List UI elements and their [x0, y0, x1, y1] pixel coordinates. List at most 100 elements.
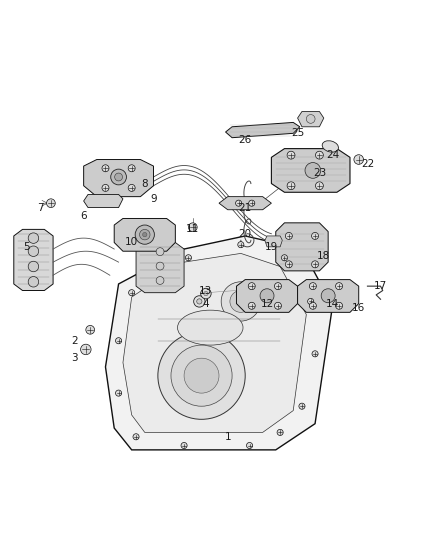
Polygon shape: [226, 123, 300, 138]
Polygon shape: [14, 229, 53, 290]
Polygon shape: [84, 195, 123, 207]
Ellipse shape: [322, 141, 339, 152]
Circle shape: [28, 261, 39, 272]
Circle shape: [115, 173, 123, 181]
Circle shape: [102, 184, 109, 191]
Circle shape: [116, 338, 122, 344]
Text: 18: 18: [317, 251, 330, 261]
Circle shape: [28, 277, 39, 287]
Circle shape: [287, 182, 295, 190]
Circle shape: [336, 302, 343, 309]
Text: 8: 8: [141, 179, 148, 189]
Polygon shape: [237, 280, 297, 312]
Circle shape: [248, 302, 255, 309]
Circle shape: [299, 403, 305, 409]
Circle shape: [315, 182, 323, 190]
Text: 7: 7: [37, 203, 43, 213]
Polygon shape: [136, 243, 184, 293]
Circle shape: [171, 345, 232, 406]
Polygon shape: [106, 236, 332, 450]
Circle shape: [46, 199, 55, 207]
Circle shape: [286, 261, 292, 268]
Circle shape: [282, 255, 288, 261]
Text: 4: 4: [203, 298, 209, 309]
Text: 6: 6: [80, 211, 87, 221]
Circle shape: [86, 326, 95, 334]
Text: 21: 21: [239, 203, 252, 213]
Circle shape: [287, 151, 295, 159]
Circle shape: [133, 434, 139, 440]
Circle shape: [204, 292, 208, 296]
Circle shape: [247, 442, 253, 449]
Text: 5: 5: [24, 242, 30, 252]
Text: 2: 2: [71, 336, 78, 346]
Text: 26: 26: [239, 135, 252, 145]
Circle shape: [129, 289, 135, 296]
Text: 17: 17: [374, 281, 387, 291]
Circle shape: [306, 115, 315, 123]
Text: 19: 19: [265, 242, 278, 252]
Text: 24: 24: [326, 150, 339, 160]
Circle shape: [116, 390, 122, 396]
Circle shape: [81, 344, 91, 354]
Circle shape: [260, 289, 274, 303]
Polygon shape: [84, 159, 153, 197]
Circle shape: [336, 282, 343, 289]
Text: 10: 10: [125, 238, 138, 247]
Circle shape: [286, 232, 292, 239]
Circle shape: [354, 155, 364, 164]
Circle shape: [185, 255, 191, 261]
Circle shape: [102, 165, 109, 172]
Polygon shape: [123, 253, 306, 432]
Circle shape: [248, 282, 255, 289]
Circle shape: [315, 151, 323, 159]
Text: 13: 13: [199, 286, 212, 295]
Text: 9: 9: [150, 194, 157, 204]
Text: 25: 25: [291, 128, 304, 139]
Circle shape: [230, 290, 252, 312]
Circle shape: [135, 225, 154, 244]
Polygon shape: [297, 111, 324, 127]
Text: 1: 1: [224, 432, 231, 442]
Circle shape: [221, 282, 261, 321]
Text: 11: 11: [186, 224, 199, 235]
Circle shape: [236, 200, 242, 206]
Circle shape: [311, 261, 318, 268]
Circle shape: [311, 232, 318, 239]
Circle shape: [111, 169, 127, 185]
Text: 20: 20: [239, 229, 252, 239]
Circle shape: [188, 223, 197, 231]
Polygon shape: [114, 219, 175, 251]
Circle shape: [143, 232, 147, 237]
Circle shape: [309, 302, 316, 309]
Circle shape: [28, 246, 39, 256]
Circle shape: [28, 233, 39, 244]
Circle shape: [201, 288, 211, 299]
Circle shape: [128, 165, 135, 172]
Circle shape: [277, 430, 283, 435]
Text: 22: 22: [361, 159, 374, 169]
Circle shape: [275, 302, 282, 309]
Circle shape: [140, 229, 150, 240]
Text: 16: 16: [352, 303, 365, 313]
Text: 3: 3: [71, 353, 78, 363]
Circle shape: [275, 282, 282, 289]
Polygon shape: [265, 236, 283, 247]
Circle shape: [156, 248, 164, 256]
Circle shape: [197, 299, 202, 304]
Circle shape: [307, 298, 314, 304]
Polygon shape: [219, 197, 272, 210]
Ellipse shape: [177, 310, 243, 345]
Polygon shape: [272, 149, 350, 192]
Text: 12: 12: [261, 298, 274, 309]
Circle shape: [128, 184, 135, 191]
Circle shape: [309, 282, 316, 289]
Circle shape: [156, 262, 164, 270]
Circle shape: [238, 241, 244, 248]
Circle shape: [305, 163, 321, 179]
Circle shape: [158, 332, 245, 419]
Circle shape: [312, 351, 318, 357]
Polygon shape: [297, 280, 359, 312]
Text: 14: 14: [326, 298, 339, 309]
Circle shape: [194, 296, 205, 307]
